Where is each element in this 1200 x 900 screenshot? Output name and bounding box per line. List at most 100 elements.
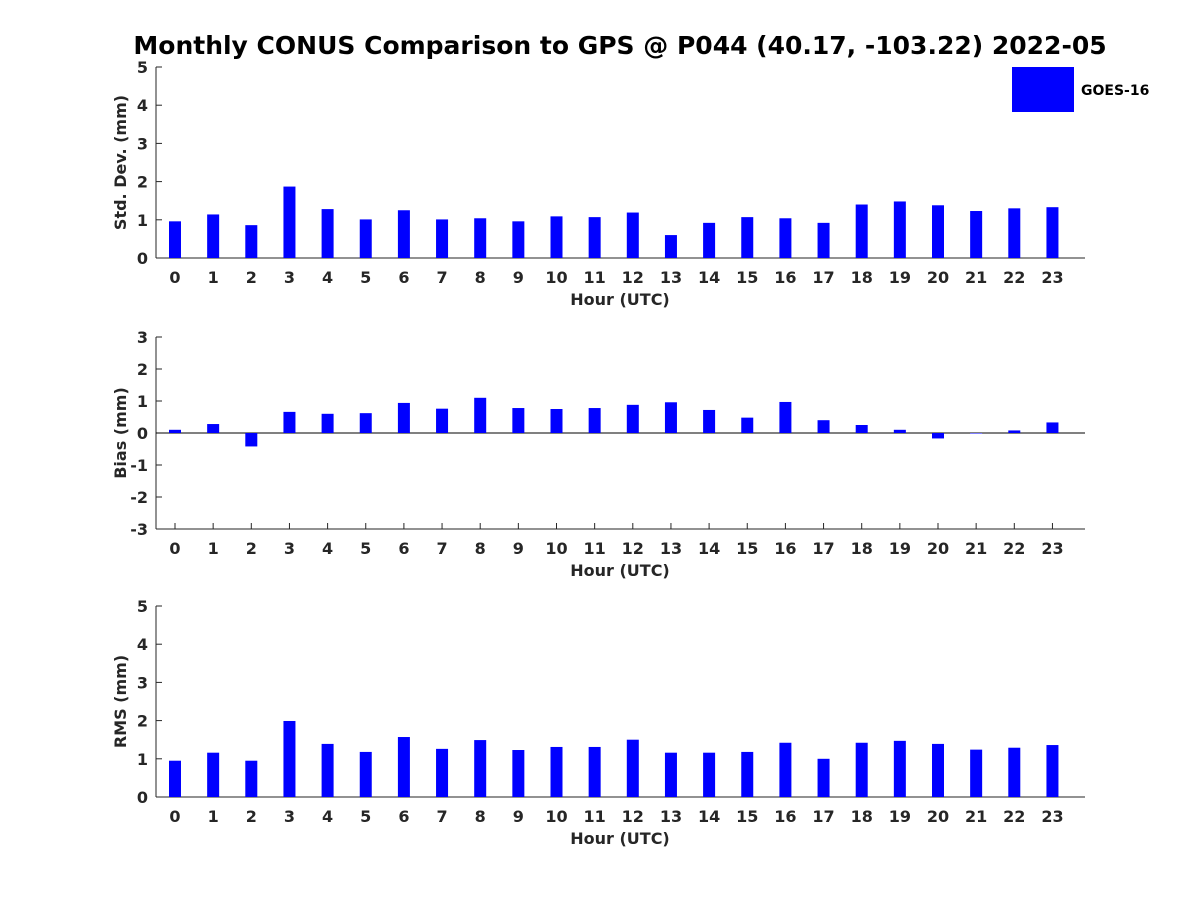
bias-bar <box>245 433 258 447</box>
bias-x-tick-label: 23 <box>1041 539 1063 558</box>
bias-x-axis-label: Hour (UTC) <box>570 561 670 580</box>
rms-bar <box>207 752 220 797</box>
stddev-bar <box>893 201 906 258</box>
rms-bar <box>1008 747 1021 797</box>
stddev-x-tick-label: 6 <box>398 268 409 287</box>
rms-x-tick-label: 22 <box>1003 807 1025 826</box>
stddev-x-tick-label: 2 <box>246 268 257 287</box>
bias-x-tick-label: 5 <box>360 539 371 558</box>
bias-x-tick-label: 17 <box>812 539 834 558</box>
stddev-y-tick-label: 0 <box>137 249 148 268</box>
rms-x-tick-label: 0 <box>169 807 180 826</box>
rms-x-tick-label: 11 <box>584 807 606 826</box>
rms-bar <box>169 760 181 797</box>
rms-y-tick-label: 2 <box>137 712 148 731</box>
rms-x-tick-label: 9 <box>513 807 524 826</box>
stddev-bar <box>436 219 449 258</box>
bias-bar <box>664 402 677 433</box>
stddev-bar <box>855 204 868 258</box>
stddev-x-tick-label: 20 <box>927 268 949 287</box>
rms-y-tick-label: 0 <box>137 788 148 807</box>
stddev-x-tick-label: 12 <box>622 268 644 287</box>
bias-x-tick-label: 11 <box>584 539 606 558</box>
rms-y-tick-label: 5 <box>137 597 148 616</box>
bias-y-tick-label: 1 <box>137 392 148 411</box>
stddev-bar <box>970 211 983 258</box>
stddev-bar <box>626 212 639 258</box>
bias-bar <box>359 413 372 433</box>
stddev-bar <box>321 209 334 258</box>
bias-y-tick-label: 2 <box>137 360 148 379</box>
rms-x-tick-label: 7 <box>436 807 447 826</box>
stddev-x-tick-label: 14 <box>698 268 720 287</box>
stddev-x-tick-label: 21 <box>965 268 987 287</box>
bias-y-tick-label: -3 <box>130 520 148 539</box>
bias-x-tick-label: 0 <box>169 539 180 558</box>
rms-x-tick-label: 1 <box>208 807 219 826</box>
stddev-x-tick-label: 8 <box>475 268 486 287</box>
stddev-bar <box>169 221 181 258</box>
bias-y-axis-label: Bias (mm) <box>111 387 130 479</box>
stddev-bar <box>359 219 372 258</box>
rms-x-tick-label: 3 <box>284 807 295 826</box>
rms-x-tick-label: 8 <box>475 807 486 826</box>
bias-x-tick-label: 14 <box>698 539 720 558</box>
bias-x-tick-label: 21 <box>965 539 987 558</box>
stddev-x-tick-label: 16 <box>774 268 796 287</box>
stddev-bar <box>207 214 220 258</box>
stddev-x-tick-label: 0 <box>169 268 180 287</box>
stddev-x-tick-label: 10 <box>545 268 567 287</box>
stddev-bar <box>588 217 601 258</box>
stddev-y-tick-label: 4 <box>137 96 148 115</box>
rms-x-axis-label: Hour (UTC) <box>570 829 670 848</box>
bias-bar <box>817 420 830 433</box>
rms-x-tick-label: 13 <box>660 807 682 826</box>
bias-x-tick-label: 16 <box>774 539 796 558</box>
stddev-bar <box>741 217 754 258</box>
rms-x-tick-label: 15 <box>736 807 758 826</box>
stddev-x-tick-label: 11 <box>584 268 606 287</box>
rms-bar <box>664 752 677 797</box>
rms-bar <box>321 743 334 797</box>
legend: GOES-16 <box>1012 67 1149 112</box>
rms-bar <box>474 740 487 797</box>
bias-bar <box>970 433 983 434</box>
rms-x-tick-label: 12 <box>622 807 644 826</box>
bias-x-tick-label: 6 <box>398 539 409 558</box>
rms-x-tick-label: 20 <box>927 807 949 826</box>
rms-x-tick-label: 21 <box>965 807 987 826</box>
stddev-x-tick-label: 15 <box>736 268 758 287</box>
bias-bar <box>1046 422 1059 433</box>
stddev-x-tick-label: 7 <box>436 268 447 287</box>
stddev-x-tick-label: 4 <box>322 268 333 287</box>
rms-y-tick-label: 3 <box>137 673 148 692</box>
bias-bar <box>512 408 525 433</box>
bias-bar <box>397 402 410 433</box>
rms-x-tick-label: 16 <box>774 807 796 826</box>
bias-x-tick-label: 20 <box>927 539 949 558</box>
rms-bar <box>932 743 944 797</box>
bias-bar <box>1008 430 1021 433</box>
bias-bar <box>779 401 792 433</box>
stddev-bar <box>1008 208 1021 258</box>
rms-y-tick-label: 4 <box>137 635 148 654</box>
rms-y-tick-label: 1 <box>137 750 148 769</box>
stddev-x-tick-label: 5 <box>360 268 371 287</box>
stddev-x-tick-label: 1 <box>208 268 219 287</box>
rms-x-tick-label: 5 <box>360 807 371 826</box>
rms-bar <box>779 742 792 797</box>
rms-bar <box>741 751 754 797</box>
stddev-bar <box>779 218 792 258</box>
bias-y-tick-label: -1 <box>130 456 148 475</box>
stddev-y-tick-label: 5 <box>137 58 148 77</box>
rms-bar <box>359 751 372 797</box>
bias-y-tick-label: -2 <box>130 488 148 507</box>
rms-bar <box>893 740 906 797</box>
bias-x-tick-label: 19 <box>889 539 911 558</box>
bias-x-tick-label: 2 <box>246 539 257 558</box>
rms-bar <box>703 752 716 797</box>
bias-bar <box>321 413 334 433</box>
rms-bar <box>397 737 410 797</box>
